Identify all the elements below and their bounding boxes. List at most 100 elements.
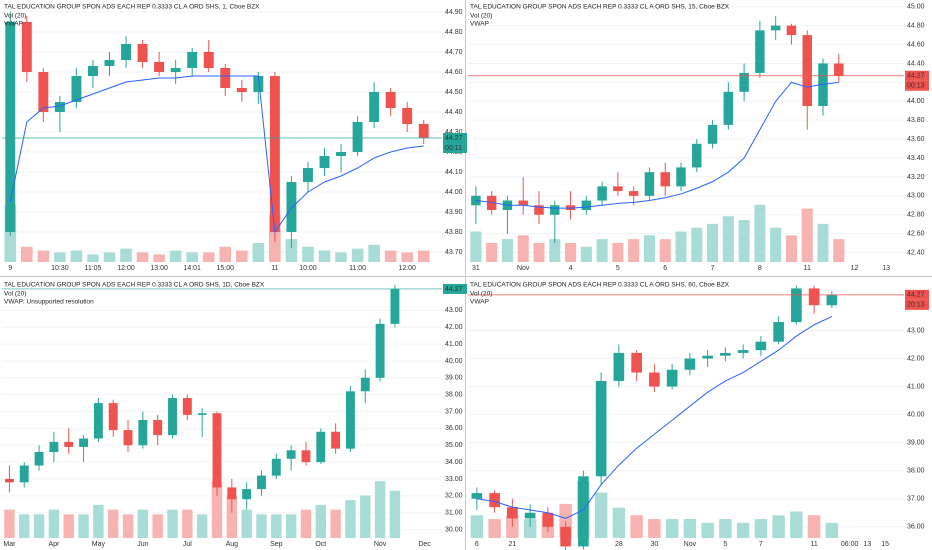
candle-body [336,152,346,156]
volume-bar [252,242,265,262]
candle-body [773,322,784,342]
y-tick-label: 44.90 [445,9,463,16]
candle-body [507,507,518,519]
volume-bar [683,519,697,538]
candle-body [71,76,82,102]
y-tick-label: 41.00 [907,383,925,390]
volume-bar [256,514,267,538]
y-tick-label: 42.80 [907,212,925,219]
volume-bar [770,227,782,262]
volume-bar [738,220,750,262]
volume-bar [226,495,238,538]
y-tick-label: 44.50 [445,89,463,96]
volume-bar [202,252,215,262]
candle-body [597,186,607,201]
y-tick-label: 44.30 [445,129,463,136]
y-tick-label: 37.00 [445,408,463,415]
volume-bar [707,223,719,262]
volume-bar [736,522,750,538]
x-tick-label: 31 [472,265,480,272]
volume-bar [701,522,714,538]
candle-body [316,431,326,463]
volume-bar [785,235,797,262]
x-tick-label: 10:00 [299,265,317,272]
x-tick-label: 5 [616,265,620,272]
price-label-box [905,70,929,81]
volume-bar [825,522,839,538]
volume-bar [533,242,545,262]
x-tick-label: 5 [723,541,727,548]
x-tick-label: 8 [758,265,762,272]
x-tick-label: 11 [804,265,811,272]
x-tick-label: Nov [374,541,387,548]
candle-body [236,88,247,92]
price-label: 44.27 [445,135,463,142]
candle-body [402,108,413,124]
volume-bar [691,227,703,262]
volume-bar [523,519,537,538]
volume-bar [596,239,608,262]
candle-body [418,124,429,138]
volume-bar [807,515,821,538]
x-tick-label: Nov [517,265,530,272]
volume-bar [754,519,768,538]
x-tick-label: May [92,541,106,548]
x-tick-label: 11:00 [349,265,366,272]
candle-body [826,294,838,306]
volume-bar [817,223,829,262]
volume-bar [665,519,679,538]
candle-body [286,450,296,459]
volume-bar [486,242,498,262]
volume-bar [389,490,401,538]
volume-bar [48,509,60,538]
y-tick-label: 33.00 [445,476,463,483]
candle-body [692,143,702,168]
y-tick-label: 43.60 [907,136,925,143]
legend-entry: Vol (20) [4,291,26,298]
volume-bar [21,246,33,262]
volume-bar [719,519,732,538]
candle-body [286,182,297,232]
y-tick-label: 34.00 [445,459,463,466]
price-label-box [443,283,467,294]
candle-body [79,438,88,447]
y-tick-label: 44.40 [907,60,925,67]
y-tick-label: 45.00 [907,4,925,11]
volume-bar [754,204,766,262]
candle-body [203,52,214,68]
countdown-box [905,80,929,91]
candle-body [121,44,131,60]
x-tick-label: 15 [881,541,889,548]
candle-body [834,63,844,76]
volume-bar [594,492,608,538]
volume-bar [37,250,50,262]
candle-body [707,124,718,144]
volume-bar [470,231,482,262]
volume-bar [236,250,248,262]
y-tick-label: 37.00 [907,496,925,503]
volume-bar [241,509,252,538]
candle-body [227,487,237,500]
candle-body [524,512,536,519]
y-tick-label: 43.80 [445,229,463,236]
legend-entry: VWAP [470,21,489,28]
candle-body [220,68,231,88]
volume-bar [122,514,134,538]
volume-bar [772,515,785,538]
volume-bar [271,514,282,538]
x-tick-label: 7 [711,265,715,272]
candle-body [303,168,313,182]
y-tick-label: 44.70 [445,49,463,56]
volume-bar [330,509,341,538]
x-tick-label: Sep [270,541,283,548]
candle-body [702,355,713,359]
pane-title: TAL EDUCATION GROUP SPON ADS EACH REP 0.… [470,282,730,289]
candle-body [153,419,163,436]
volume-bar [628,239,640,262]
candle-body [808,288,820,306]
volume-bar [351,248,364,262]
volume-bar [675,231,687,262]
y-tick-label: 44.80 [445,29,463,36]
volume-bar [318,250,331,262]
candle-body [755,30,765,73]
